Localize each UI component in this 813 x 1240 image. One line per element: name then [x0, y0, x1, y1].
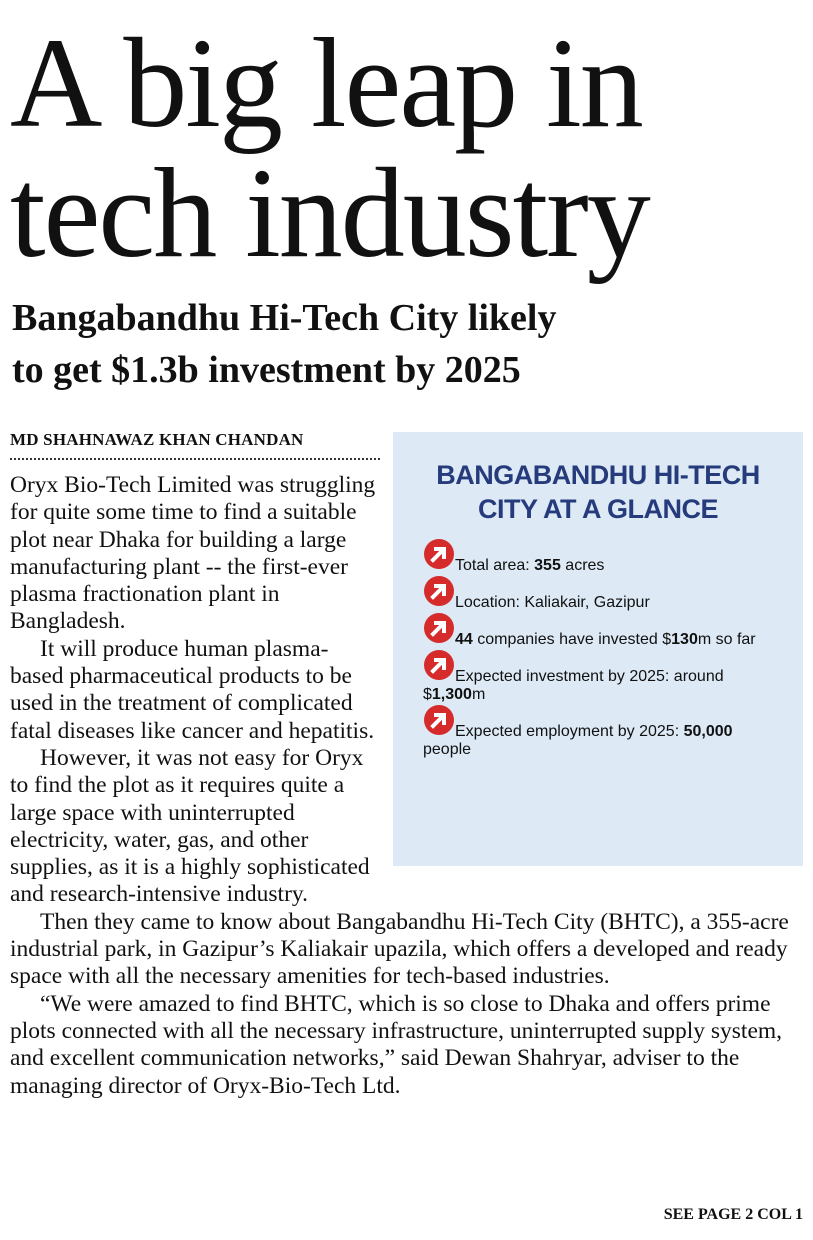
sidebar-title-line: CITY AT A GLANCE [478, 494, 719, 524]
paragraph: Oryx Bio-Tech Limited was struggling for… [10, 472, 376, 635]
sidebar-item: Expected investment by 2025: around $1,3… [423, 649, 773, 704]
article-body: Oryx Bio-Tech Limited was struggling for… [10, 472, 803, 1100]
sidebar-list: Total area: 355 acres Location: Kaliakair… [423, 538, 773, 759]
item-text: m so far [697, 631, 756, 648]
paragraph: “We were amazed to find BHTC, which is s… [10, 990, 783, 1099]
arrow-icon [424, 705, 454, 735]
sidebar-item: Total area: 355 acres [423, 538, 773, 575]
sidebar-item: Expected employment by 2025: 50,000 peop… [423, 704, 773, 759]
subheadline-line: Bangabandhu Hi-Tech City likely [12, 297, 557, 339]
byline: MD SHAHNAWAZ KHAN CHANDAN [10, 430, 380, 460]
item-text: companies have invested $ [472, 631, 672, 648]
sidebar-title-line: BANGABANDHU HI-TECH [436, 460, 760, 490]
headline-line: A big leap in [10, 12, 644, 154]
continuation-note: SEE PAGE 2 COL 1 [663, 1206, 803, 1223]
arrow-icon [424, 576, 454, 606]
arrow-icon [424, 613, 454, 643]
highlight-figure: 50,000 [683, 723, 733, 740]
item-text: Total area: [455, 557, 535, 574]
article: BANGABANDHU HI-TECH CITY AT A GLANCE Tota… [10, 430, 803, 1100]
subheadline-line: to get $1.3b investment by 2025 [12, 349, 521, 391]
highlight-figure: 1,300 [431, 686, 472, 703]
paragraph: It will produce human plasma-based pharm… [10, 635, 375, 744]
sidebar-item: Location: Kaliakair, Gazipur [423, 575, 773, 612]
arrow-icon [424, 650, 454, 680]
paragraph: However, it was not easy for Oryx to fin… [10, 744, 370, 908]
item-text: Location: Kaliakair, Gazipur [455, 594, 650, 611]
item-text: Expected investment by 2025: around $ [423, 668, 724, 703]
sidebar-box: BANGABANDHU HI-TECH CITY AT A GLANCE Tota… [393, 432, 803, 866]
item-text: acres [560, 557, 605, 574]
highlight-figure: 130 [671, 631, 698, 648]
highlight-figure: 355 [534, 557, 561, 574]
headline: A big leap in tech industry [10, 12, 651, 284]
subheadline: Bangabandhu Hi-Tech City likely to get $1… [12, 292, 556, 396]
sidebar-item: 44 companies have invested $130m so far [423, 612, 773, 649]
arrow-icon [424, 539, 454, 569]
item-text: Expected employment by 2025: [455, 723, 684, 740]
item-text: people [423, 741, 472, 758]
sidebar-title: BANGABANDHU HI-TECH CITY AT A GLANCE [423, 458, 773, 526]
paragraph: Then they came to know about Bangabandhu… [10, 908, 789, 990]
highlight-figure: 44 [455, 631, 473, 648]
headline-line: tech industry [10, 142, 651, 284]
item-text: m [471, 686, 486, 703]
